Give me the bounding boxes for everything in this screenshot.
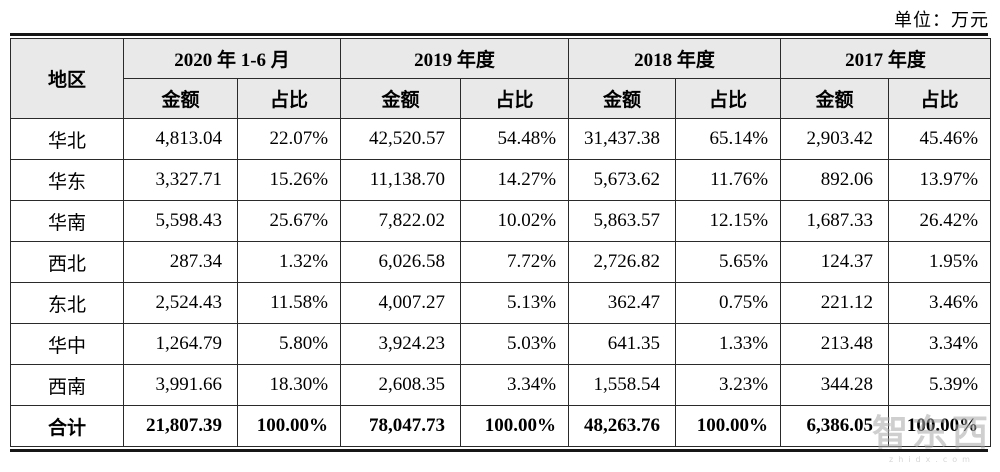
ratio-cell: 12.15% bbox=[675, 200, 782, 242]
ratio-cell: 11.76% bbox=[675, 159, 782, 201]
col-header-ratio-2017: 占比 bbox=[888, 78, 992, 119]
amount-cell: 2,608.35 bbox=[340, 364, 462, 406]
total-region-cell: 合计 bbox=[10, 405, 124, 447]
amount-cell: 4,007.27 bbox=[340, 282, 462, 324]
table-row-dongbei: 东北 2,524.43 11.58% 4,007.27 5.13% 362.47… bbox=[10, 282, 992, 324]
ratio-cell: 18.30% bbox=[236, 364, 342, 406]
ratio-cell: 5.80% bbox=[236, 323, 342, 365]
ratio-cell: 25.67% bbox=[236, 200, 342, 242]
total-row: 合计 21,807.39 100.00% 78,047.73 100.00% 4… bbox=[10, 405, 992, 447]
amount-cell: 2,524.43 bbox=[123, 282, 238, 324]
amount-cell: 5,673.62 bbox=[568, 159, 677, 201]
col-header-ratio-2018: 占比 bbox=[675, 78, 782, 119]
col-header-period-2017: 2017 年度 bbox=[780, 38, 992, 79]
amount-cell: 3,924.23 bbox=[340, 323, 462, 365]
table-row-huadong: 华东 3,327.71 15.26% 11,138.70 14.27% 5,67… bbox=[10, 159, 992, 201]
amount-cell: 2,726.82 bbox=[568, 241, 677, 283]
ratio-cell: 3.46% bbox=[888, 282, 992, 324]
amount-cell: 1,687.33 bbox=[780, 200, 890, 242]
amount-cell: 4,813.04 bbox=[123, 118, 238, 160]
ratio-cell: 54.48% bbox=[460, 118, 570, 160]
total-amount-cell: 48,263.76 bbox=[568, 405, 677, 447]
region-cell: 西北 bbox=[10, 241, 124, 283]
ratio-cell: 22.07% bbox=[236, 118, 342, 160]
ratio-cell: 15.26% bbox=[236, 159, 342, 201]
total-ratio-cell: 100.00% bbox=[888, 405, 992, 447]
ratio-cell: 3.34% bbox=[460, 364, 570, 406]
header-row-metrics: 金额 占比 金额 占比 金额 占比 金额 占比 bbox=[11, 78, 992, 119]
amount-cell: 124.37 bbox=[780, 241, 890, 283]
amount-cell: 42,520.57 bbox=[340, 118, 462, 160]
table-row-xibei: 西北 287.34 1.32% 6,026.58 7.72% 2,726.82 … bbox=[10, 241, 992, 283]
amount-cell: 5,598.43 bbox=[123, 200, 238, 242]
ratio-cell: 7.72% bbox=[460, 241, 570, 283]
total-ratio-cell: 100.00% bbox=[460, 405, 570, 447]
col-header-period-2020: 2020 年 1-6 月 bbox=[122, 38, 342, 79]
ratio-cell: 5.03% bbox=[460, 323, 570, 365]
unit-label: 单位：万元 bbox=[894, 10, 989, 30]
ratio-cell: 14.27% bbox=[460, 159, 570, 201]
amount-cell: 892.06 bbox=[780, 159, 890, 201]
region-cell: 华东 bbox=[10, 159, 124, 201]
table-row-huazhong: 华中 1,264.79 5.80% 3,924.23 5.03% 641.35 … bbox=[10, 323, 992, 365]
region-cell: 华南 bbox=[10, 200, 124, 242]
col-header-amount-2020: 金额 bbox=[123, 78, 238, 119]
col-header-ratio-2020: 占比 bbox=[236, 78, 342, 119]
col-header-period-2018: 2018 年度 bbox=[568, 38, 782, 79]
ratio-cell: 5.39% bbox=[888, 364, 992, 406]
amount-cell: 1,558.54 bbox=[568, 364, 677, 406]
ratio-cell: 1.32% bbox=[236, 241, 342, 283]
table-row-huanan: 华南 5,598.43 25.67% 7,822.02 10.02% 5,863… bbox=[10, 200, 992, 242]
amount-cell: 6,026.58 bbox=[340, 241, 462, 283]
total-ratio-cell: 100.00% bbox=[236, 405, 342, 447]
amount-cell: 221.12 bbox=[780, 282, 890, 324]
amount-cell: 344.28 bbox=[780, 364, 890, 406]
ratio-cell: 10.02% bbox=[460, 200, 570, 242]
region-cell: 西南 bbox=[10, 364, 124, 406]
region-cell: 华北 bbox=[10, 118, 124, 160]
amount-cell: 5,863.57 bbox=[568, 200, 677, 242]
ratio-cell: 0.75% bbox=[675, 282, 782, 324]
col-header-amount-2017: 金额 bbox=[780, 78, 890, 119]
total-ratio-cell: 100.00% bbox=[675, 405, 782, 447]
ratio-cell: 5.13% bbox=[460, 282, 570, 324]
ratio-cell: 3.34% bbox=[888, 323, 992, 365]
ratio-cell: 45.46% bbox=[888, 118, 992, 160]
ratio-cell: 65.14% bbox=[675, 118, 782, 160]
ratio-cell: 1.33% bbox=[675, 323, 782, 365]
header-row-periods: 地区 2020 年 1-6 月 2019 年度 2018 年度 2017 年度 bbox=[10, 38, 992, 119]
amount-cell: 11,138.70 bbox=[340, 159, 462, 201]
region-cell: 华中 bbox=[10, 323, 124, 365]
regional-revenue-table-wrap: 地区 2020 年 1-6 月 2019 年度 2018 年度 2017 年度 … bbox=[10, 33, 992, 452]
amount-cell: 31,437.38 bbox=[568, 118, 677, 160]
region-cell: 东北 bbox=[10, 282, 124, 324]
col-header-region: 地区 bbox=[10, 38, 124, 119]
amount-cell: 2,903.42 bbox=[780, 118, 890, 160]
ratio-cell: 5.65% bbox=[675, 241, 782, 283]
amount-cell: 287.34 bbox=[123, 241, 238, 283]
amount-cell: 3,991.66 bbox=[123, 364, 238, 406]
total-amount-cell: 6,386.05 bbox=[780, 405, 890, 447]
amount-cell: 641.35 bbox=[568, 323, 677, 365]
table-row-xinan: 西南 3,991.66 18.30% 2,608.35 3.34% 1,558.… bbox=[10, 364, 992, 406]
total-amount-cell: 78,047.73 bbox=[340, 405, 462, 447]
table-row-huabei: 华北 4,813.04 22.07% 42,520.57 54.48% 31,4… bbox=[10, 118, 992, 160]
amount-cell: 7,822.02 bbox=[340, 200, 462, 242]
amount-cell: 1,264.79 bbox=[123, 323, 238, 365]
col-header-amount-2019: 金额 bbox=[340, 78, 462, 119]
total-amount-cell: 21,807.39 bbox=[123, 405, 238, 447]
col-header-ratio-2019: 占比 bbox=[460, 78, 570, 119]
ratio-cell: 13.97% bbox=[888, 159, 992, 201]
col-header-period-2019: 2019 年度 bbox=[340, 38, 570, 79]
regional-revenue-table: 地区 2020 年 1-6 月 2019 年度 2018 年度 2017 年度 … bbox=[10, 38, 992, 447]
amount-cell: 362.47 bbox=[568, 282, 677, 324]
col-header-amount-2018: 金额 bbox=[568, 78, 677, 119]
ratio-cell: 11.58% bbox=[236, 282, 342, 324]
ratio-cell: 1.95% bbox=[888, 241, 992, 283]
watermark-domain: zhidx.com bbox=[889, 455, 975, 464]
ratio-cell: 26.42% bbox=[888, 200, 992, 242]
ratio-cell: 3.23% bbox=[675, 364, 782, 406]
amount-cell: 3,327.71 bbox=[123, 159, 238, 201]
amount-cell: 213.48 bbox=[780, 323, 890, 365]
